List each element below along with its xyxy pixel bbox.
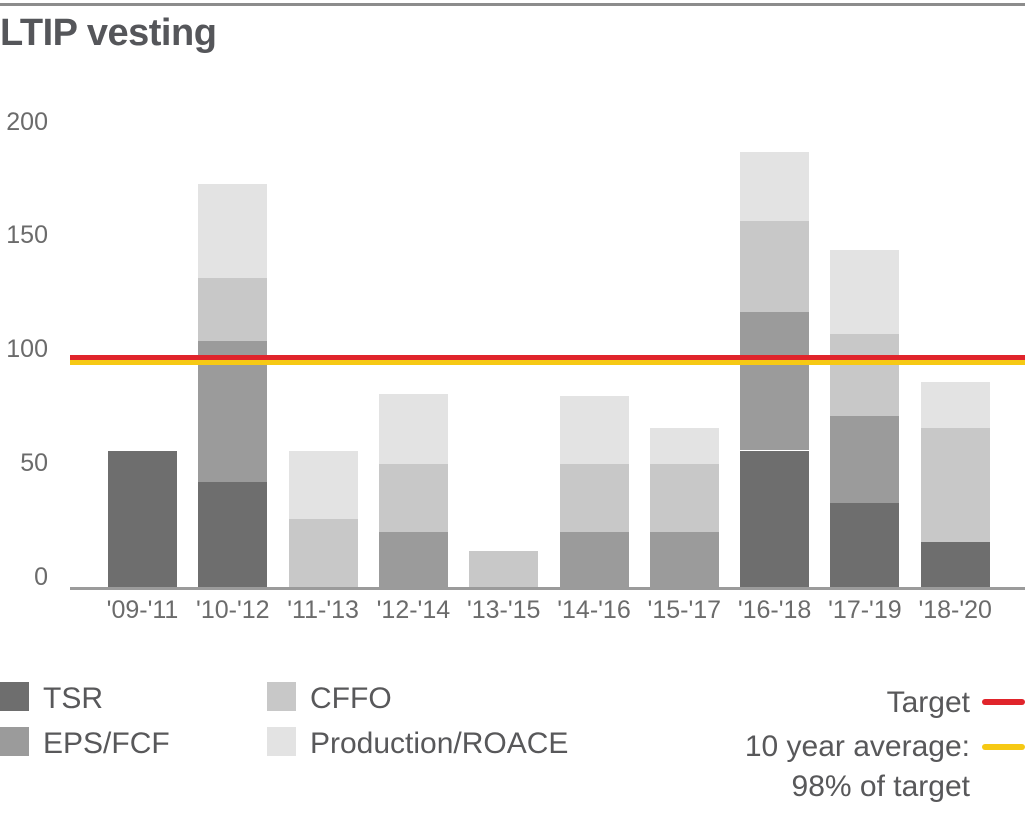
y-tick-label: 100: [6, 335, 48, 363]
bar-segment-production-roace: [198, 184, 268, 278]
average-line: [70, 359, 1025, 365]
bar-segment-tsr: [740, 450, 810, 587]
x-tick-label: '14-'16: [557, 596, 631, 624]
bar-segment-eps-fcf: [740, 311, 810, 451]
average-line-label-1: 10 year average:: [744, 730, 970, 763]
bar-segment-eps-fcf: [378, 532, 448, 587]
x-axis-line: [70, 587, 1025, 590]
legend-label-production-roace: Production/ROACE: [310, 727, 569, 760]
legend-label-cffo: CFFO: [310, 682, 392, 715]
target-line-label: Target: [886, 686, 970, 719]
bar-segment-cffo: [469, 550, 539, 587]
bar-segment-cffo: [288, 518, 358, 587]
bar-segment-production-roace: [740, 152, 810, 221]
y-tick-label: 200: [6, 107, 48, 136]
bar-segment-production-roace: [559, 395, 629, 465]
x-tick-label: '13-'15: [466, 596, 541, 624]
y-tick-label: 50: [20, 448, 48, 477]
x-tick-label: '16-'18: [737, 596, 812, 624]
average-line-label-2: 98% of target: [791, 770, 970, 803]
plot-area: 0 50 100 150 200 '09-'11 '10-'12 '11-'13 '12-'14…: [6, 107, 1025, 624]
x-tick-label: '17-'19: [828, 596, 902, 624]
bar-segment-cffo: [559, 464, 629, 533]
bar-segment-eps-fcf: [559, 532, 629, 587]
top-border-line: [0, 3, 1025, 6]
legend-swatch-eps-fcf: [0, 727, 29, 756]
bar-segment-production-roace: [920, 382, 990, 428]
target-line-swatch: [982, 699, 1025, 705]
bar-segment-cffo: [378, 464, 448, 533]
x-tick-label: '11-'13: [287, 596, 359, 624]
bar-segment-cffo: [649, 464, 719, 533]
x-tick-label: '09-'11: [106, 596, 179, 624]
y-tick-label: 150: [6, 221, 48, 250]
legend-swatch-cffo: [267, 682, 296, 711]
chart-title: LTIP vesting: [0, 12, 217, 54]
bar-segment-cffo: [198, 277, 268, 342]
legend-label-tsr: TSR: [43, 682, 103, 715]
bar-segment-production-roace: [649, 427, 719, 465]
bar-segment-cffo: [740, 220, 810, 312]
legend-swatch-production-roace: [267, 727, 296, 756]
bar-segment-production-roace: [830, 250, 900, 335]
target-line: [70, 354, 1025, 360]
bar-segment-cffo: [920, 427, 990, 542]
bar-segment-production-roace: [378, 393, 448, 465]
bar-segment-eps-fcf: [649, 532, 719, 587]
x-tick-label: '18-'20: [918, 596, 992, 624]
bar-segment-cffo: [830, 334, 900, 417]
x-tick-label: '15-'17: [647, 596, 722, 624]
legend-swatch-tsr: [0, 682, 29, 711]
bar-segment-eps-fcf: [198, 341, 268, 483]
average-line-swatch: [982, 744, 1025, 750]
x-tick-label: '12-'14: [376, 596, 451, 624]
bar-segment-tsr: [830, 502, 900, 587]
bar-segment-tsr: [108, 450, 177, 587]
x-tick-label: '10-'12: [196, 596, 270, 624]
bar-segment-production-roace: [288, 450, 358, 519]
bar-segment-tsr: [198, 482, 268, 587]
legend-label-eps-fcf: EPS/FCF: [43, 727, 170, 760]
bar-segment-tsr: [920, 541, 990, 587]
y-tick-label: 0: [34, 562, 48, 591]
bar-segment-eps-fcf: [830, 416, 900, 503]
